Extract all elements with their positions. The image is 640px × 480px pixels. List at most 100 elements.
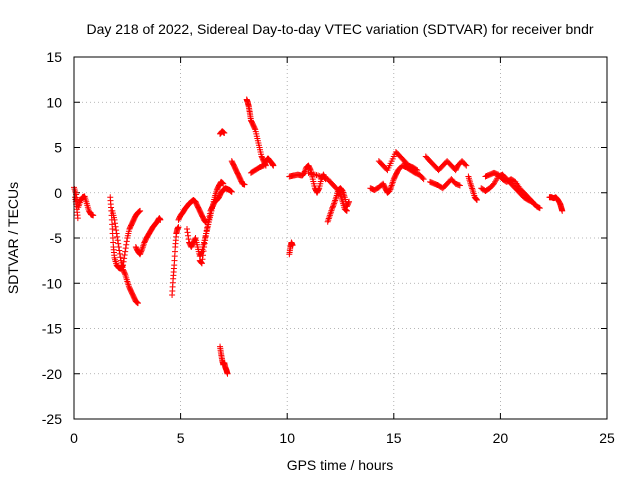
y-tick-labels: -25 -20 -15 -10 -5 0 5 10 15 xyxy=(42,49,62,427)
x-tick-label: 10 xyxy=(279,430,295,446)
data-point xyxy=(531,201,538,208)
data-point xyxy=(183,225,190,232)
y-tick-label: -25 xyxy=(42,411,62,427)
data-point xyxy=(241,181,248,188)
data-point xyxy=(134,300,141,307)
axis-ticks xyxy=(73,56,608,420)
data-point xyxy=(203,227,210,234)
data-point xyxy=(122,248,129,255)
y-tick-label: -15 xyxy=(42,321,62,337)
data-point xyxy=(420,176,427,183)
data-point xyxy=(74,215,81,222)
y-tick-label: 0 xyxy=(54,185,62,201)
data-point xyxy=(388,182,395,189)
data-point xyxy=(199,256,206,263)
data-point xyxy=(346,198,353,205)
data-point xyxy=(456,182,463,189)
data-point xyxy=(112,220,119,227)
data-point xyxy=(202,233,209,240)
data-point xyxy=(469,185,476,192)
data-marks xyxy=(71,96,566,377)
data-point xyxy=(270,162,277,169)
data-point xyxy=(121,270,128,277)
data-point xyxy=(137,249,144,256)
data-point xyxy=(301,168,308,175)
data-point xyxy=(200,248,207,255)
data-point xyxy=(205,218,212,225)
data-point xyxy=(122,245,129,252)
grid-lines xyxy=(74,57,607,419)
data-point xyxy=(251,125,258,132)
data-point xyxy=(473,196,480,203)
x-tick-label: 25 xyxy=(599,430,615,446)
data-point xyxy=(197,258,204,265)
data-point xyxy=(199,252,206,259)
x-tick-label: 0 xyxy=(70,430,78,446)
data-point xyxy=(468,182,475,189)
data-point xyxy=(138,248,145,255)
data-point xyxy=(185,236,192,243)
data-point xyxy=(113,230,120,237)
data-point xyxy=(327,209,334,216)
x-tick-label: 20 xyxy=(493,430,509,446)
data-point xyxy=(302,167,309,174)
data-point xyxy=(331,199,338,206)
data-point xyxy=(315,186,322,193)
data-point xyxy=(111,216,118,223)
data-point xyxy=(327,210,334,217)
data-point xyxy=(413,166,420,173)
data-point xyxy=(220,180,227,187)
data-point xyxy=(325,217,332,224)
data-point xyxy=(389,180,396,187)
data-point xyxy=(203,230,210,237)
data-point xyxy=(114,233,121,240)
y-axis-title: SDTVAR / TECUs xyxy=(5,182,21,294)
data-point xyxy=(114,237,121,244)
plot-frame xyxy=(73,56,608,420)
data-point xyxy=(123,238,130,245)
data-point xyxy=(389,179,396,186)
x-tick-label: 5 xyxy=(177,430,185,446)
data-point xyxy=(90,212,97,219)
data-point xyxy=(184,229,191,236)
data-point xyxy=(121,255,128,262)
data-point xyxy=(468,183,475,190)
data-point xyxy=(224,370,231,377)
y-tick-label: 5 xyxy=(54,140,62,156)
data-point xyxy=(330,201,337,208)
data-point xyxy=(463,162,470,169)
data-point xyxy=(121,251,128,258)
data-point xyxy=(139,244,146,251)
data-point xyxy=(117,254,124,261)
data-point xyxy=(112,223,119,230)
x-tick-label: 15 xyxy=(386,430,402,446)
data-point xyxy=(201,244,208,251)
data-point xyxy=(137,207,144,214)
data-point xyxy=(530,200,537,207)
chart-title: Day 218 of 2022, Sidereal Day-to-day VTE… xyxy=(86,21,593,37)
data-point xyxy=(331,200,338,207)
data-point xyxy=(228,188,235,195)
data-point xyxy=(328,207,335,214)
data-point xyxy=(113,227,120,234)
data-point xyxy=(124,280,131,287)
data-point xyxy=(139,245,146,252)
data-point xyxy=(472,195,479,202)
data-point xyxy=(386,187,393,194)
data-point xyxy=(387,186,394,193)
data-point xyxy=(116,247,123,254)
data-point xyxy=(473,196,480,203)
data-point xyxy=(326,212,333,219)
data-point xyxy=(332,195,339,202)
data-point xyxy=(206,210,213,217)
data-point xyxy=(221,130,228,137)
x-axis-title: GPS time / hours xyxy=(287,457,394,473)
data-point xyxy=(387,185,394,192)
data-point xyxy=(388,183,395,190)
data-point xyxy=(559,207,566,214)
data-point xyxy=(125,281,132,288)
data-point xyxy=(185,232,192,239)
data-point xyxy=(330,203,337,210)
data-point xyxy=(206,213,213,220)
